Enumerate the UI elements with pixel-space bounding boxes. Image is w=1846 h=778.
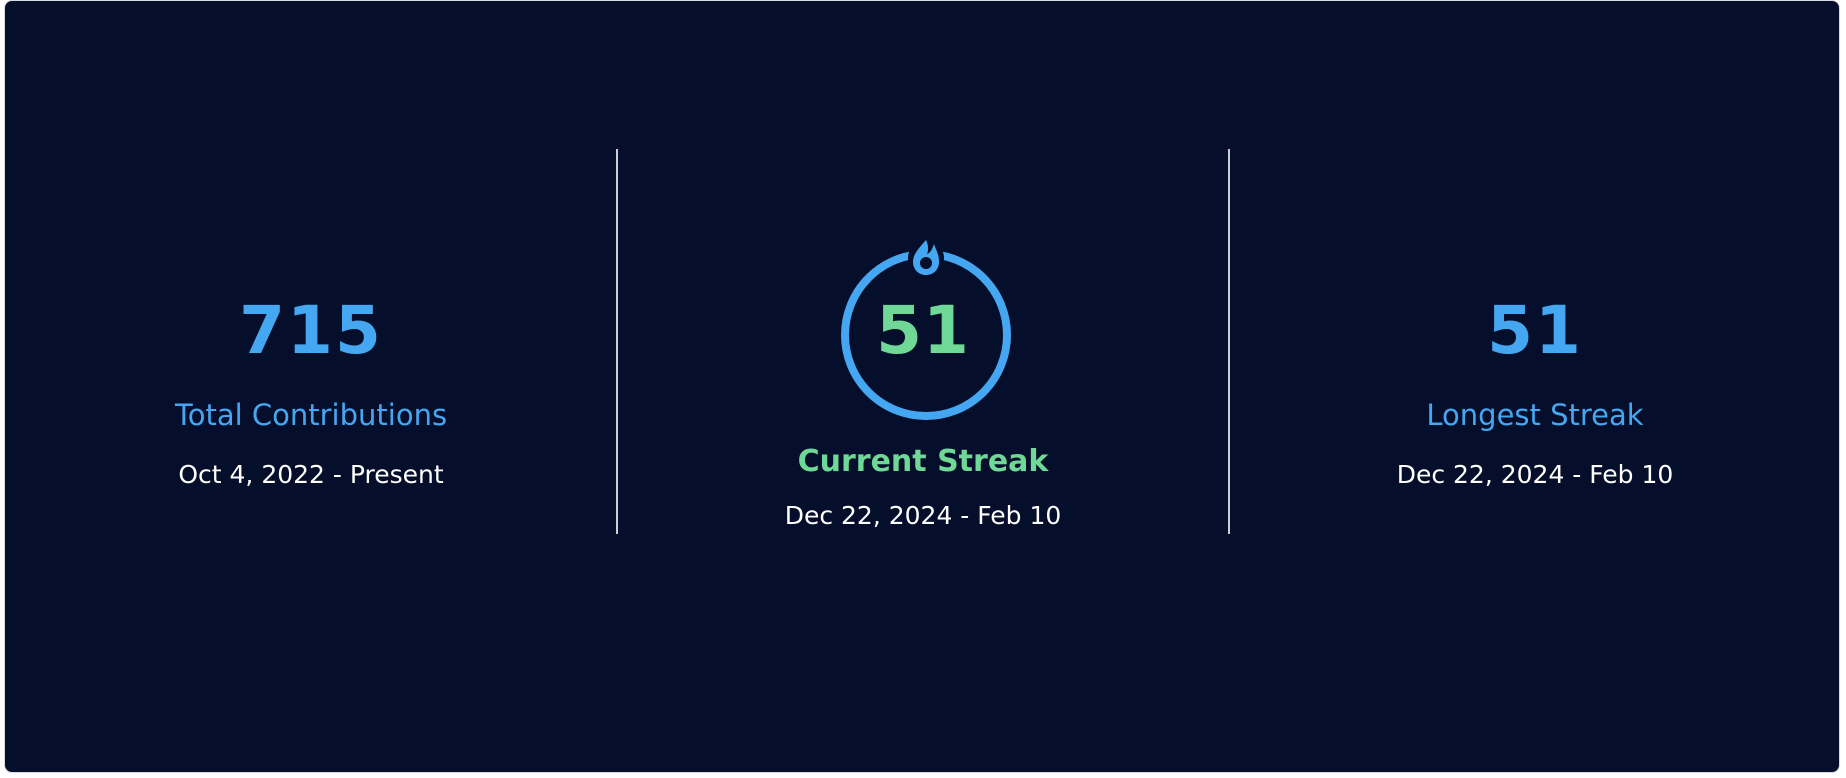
longest-streak-label: Longest Streak bbox=[1426, 398, 1644, 432]
divider-right bbox=[1228, 149, 1230, 534]
total-contributions-range: Oct 4, 2022 - Present bbox=[178, 460, 444, 489]
total-contributions-section: 715 Total Contributions Oct 4, 2022 - Pr… bbox=[5, 1, 617, 774]
current-streak-value: 51 bbox=[876, 292, 970, 369]
current-streak-range: Dec 22, 2024 - Feb 10 bbox=[784, 501, 1062, 530]
total-contributions-label: Total Contributions bbox=[174, 398, 448, 432]
longest-streak-section: 51 Longest Streak Dec 22, 2024 - Feb 10 bbox=[1229, 1, 1841, 774]
flame-icon bbox=[913, 240, 939, 275]
total-contributions-value: 715 bbox=[239, 292, 383, 369]
longest-streak-range: Dec 22, 2024 - Feb 10 bbox=[1396, 460, 1674, 489]
current-streak-section: 51 Current Streak Dec 22, 2024 - Feb 10 bbox=[617, 1, 1229, 774]
divider-left bbox=[616, 149, 618, 534]
current-streak-label: Current Streak bbox=[797, 444, 1049, 479]
longest-streak-value: 51 bbox=[1487, 292, 1583, 369]
streak-ring bbox=[841, 240, 1011, 420]
streak-stats-card: 715 Total Contributions Oct 4, 2022 - Pr… bbox=[4, 0, 1840, 773]
